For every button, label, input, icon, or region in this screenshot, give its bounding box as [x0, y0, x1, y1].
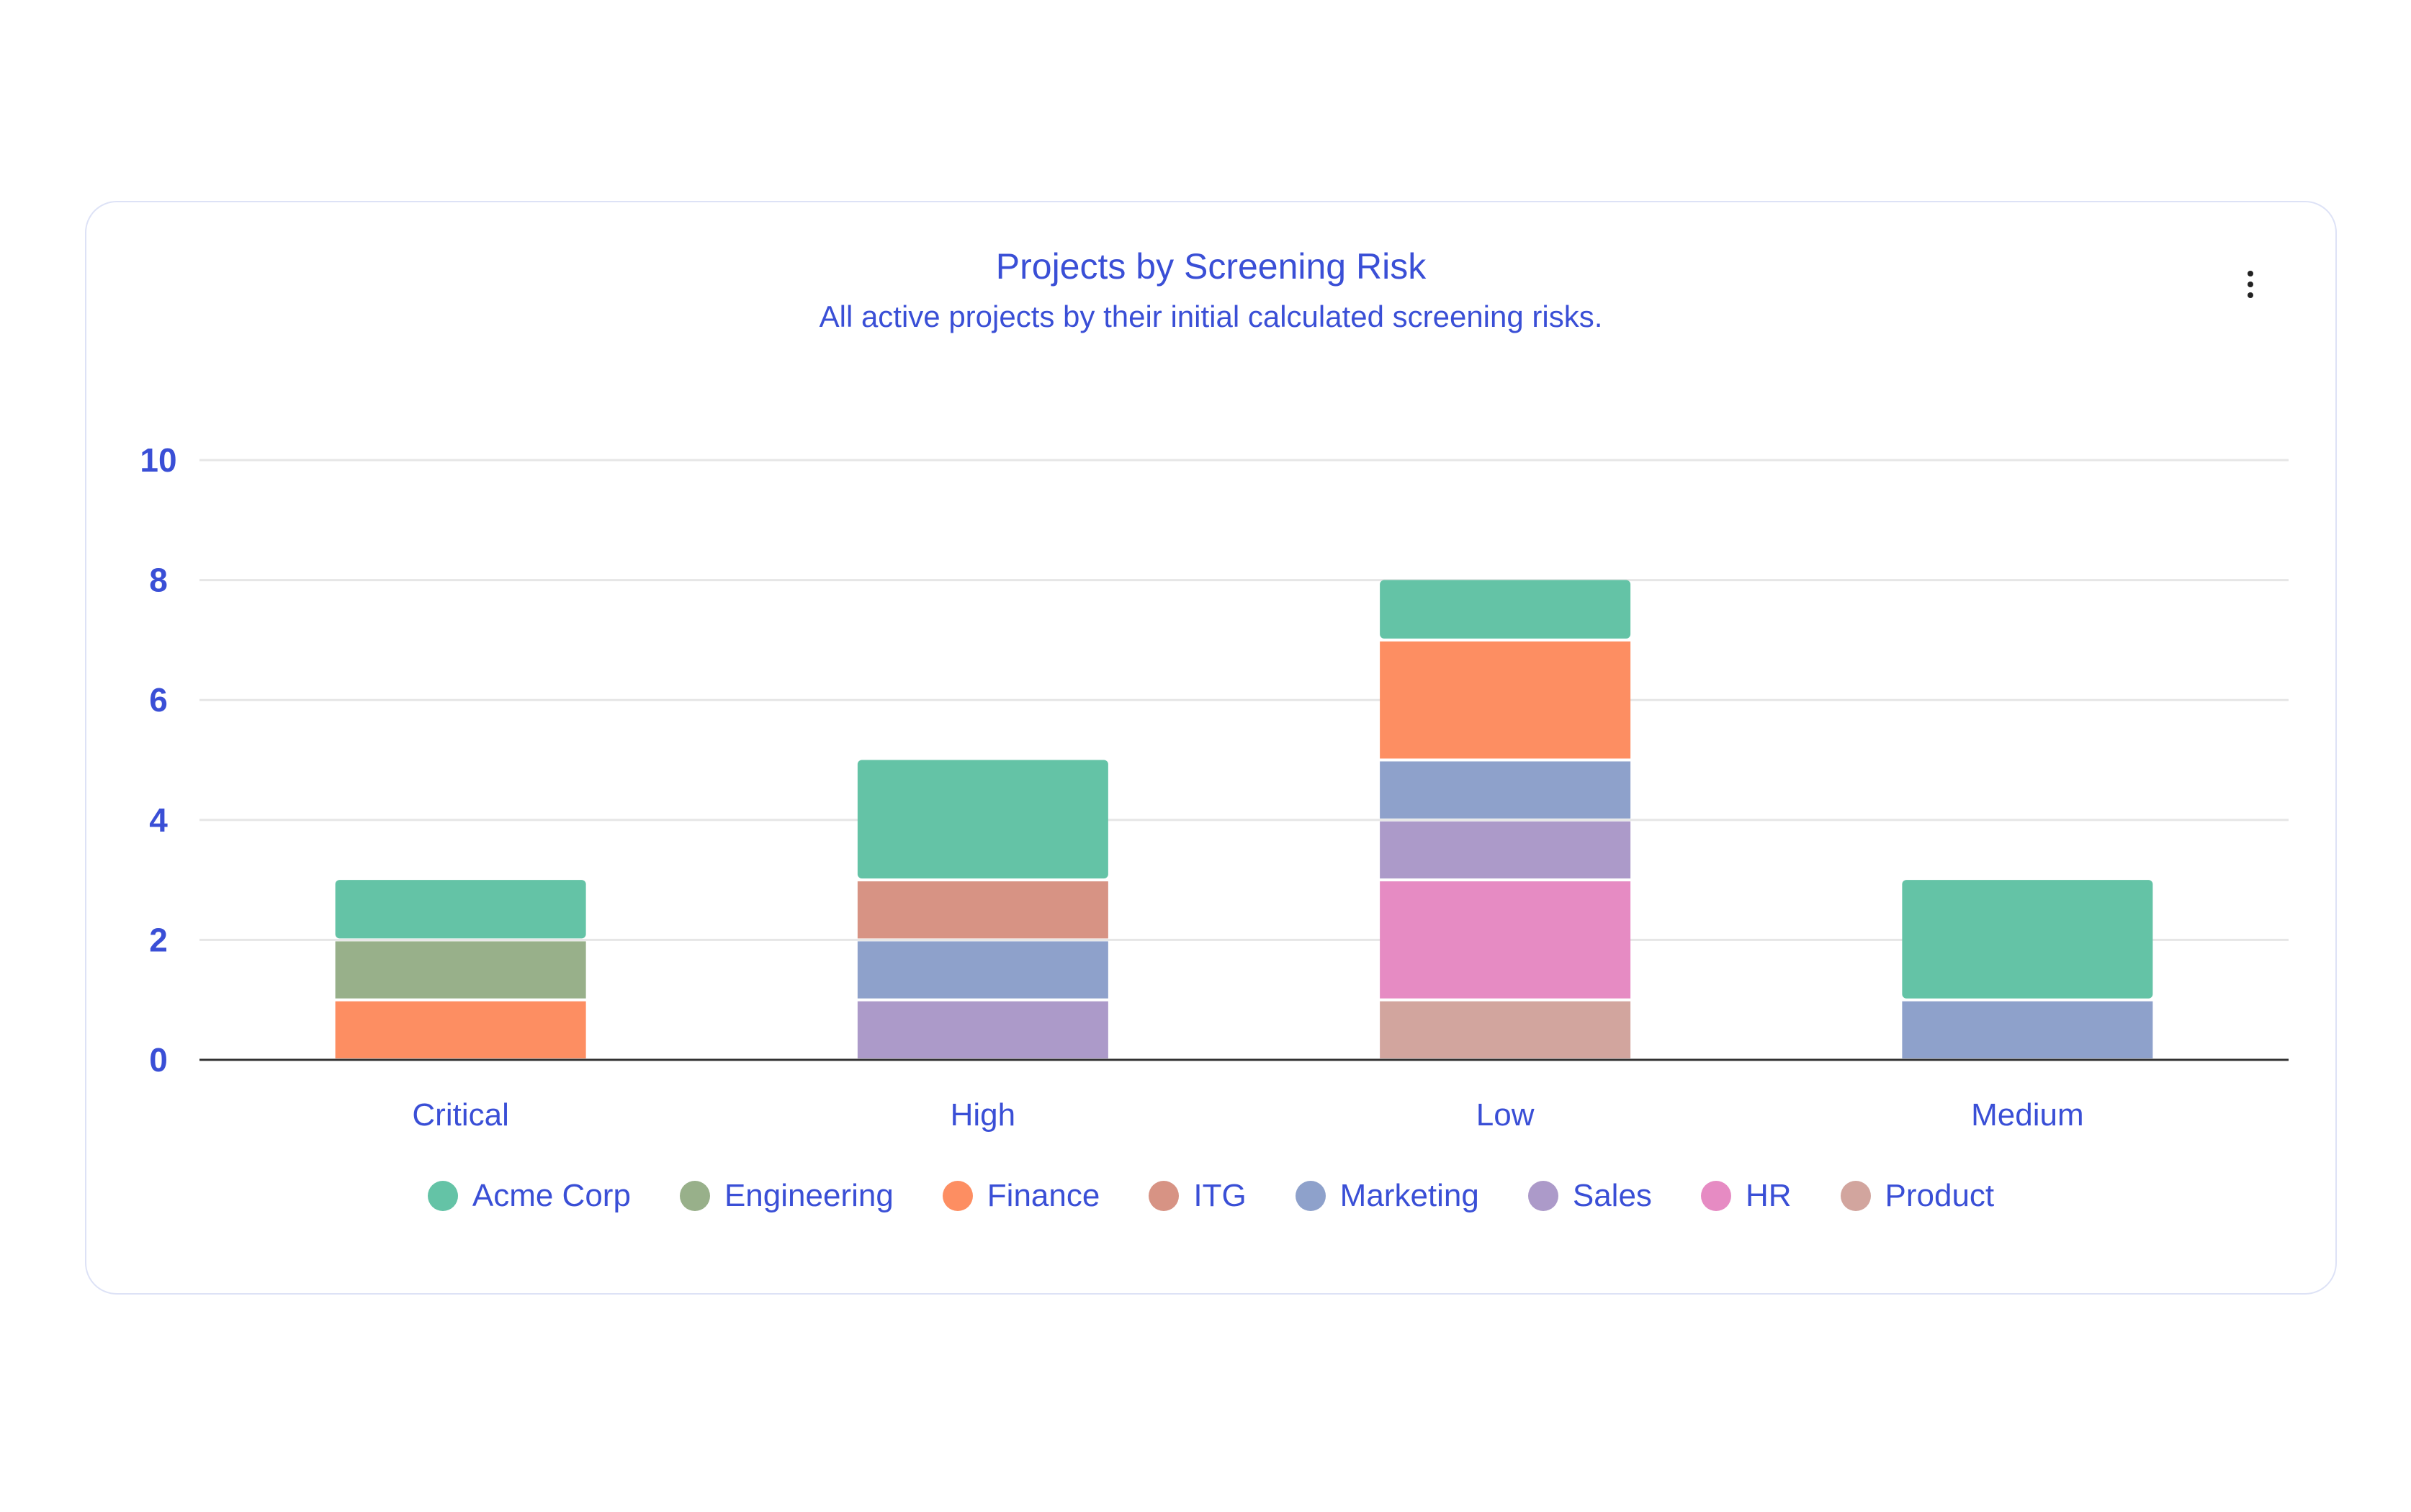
y-tick-label: 10	[140, 441, 176, 479]
legend-label: Product	[1885, 1178, 1995, 1213]
bar-segment-product[interactable]	[1380, 1001, 1631, 1058]
bar-segment-marketing[interactable]	[1380, 761, 1631, 819]
legend-label: Marketing	[1339, 1178, 1479, 1213]
legend-item[interactable]: Product	[1840, 1178, 1995, 1214]
chart-title: Projects by Screening Risk	[995, 246, 1427, 287]
legend-item[interactable]: Sales	[1527, 1178, 1652, 1214]
chart-card: Projects by Screening Risk All active pr…	[85, 201, 2337, 1295]
legend-label: Sales	[1572, 1178, 1652, 1213]
y-tick-label: 8	[149, 562, 168, 599]
legend-item[interactable]: Acme Corp	[427, 1178, 631, 1214]
bar-segment-acme-corp[interactable]	[857, 760, 1108, 879]
bar-segment-acme-corp[interactable]	[335, 880, 586, 939]
legend-item[interactable]: Engineering	[679, 1178, 894, 1214]
legend-label: ITG	[1193, 1178, 1247, 1213]
x-tick-label: High	[951, 1097, 1016, 1133]
legend-label: HR	[1745, 1178, 1792, 1213]
legend-dot-icon	[942, 1181, 973, 1211]
bar-segment-acme-corp[interactable]	[1902, 880, 2153, 999]
legend-item[interactable]: HR	[1700, 1178, 1792, 1214]
bar-segment-sales[interactable]	[1380, 821, 1631, 879]
bar-segment-engineering[interactable]	[335, 941, 586, 999]
y-tick-label: 0	[149, 1041, 168, 1079]
bar-segment-marketing[interactable]	[1902, 1001, 2153, 1058]
legend-dot-icon	[1700, 1181, 1731, 1211]
bar-segment-acme-corp[interactable]	[1380, 580, 1631, 639]
y-tick-label: 6	[149, 681, 168, 719]
legend-item[interactable]: Finance	[942, 1178, 1100, 1214]
bar-segment-marketing[interactable]	[857, 941, 1108, 999]
legend-dot-icon	[1527, 1181, 1558, 1211]
y-tick-label: 2	[149, 921, 168, 958]
legend-dot-icon	[679, 1181, 710, 1211]
legend-dot-icon	[1295, 1181, 1326, 1211]
legend-item[interactable]: ITG	[1149, 1178, 1247, 1214]
bar-segment-hr[interactable]	[1380, 881, 1631, 999]
more-vertical-icon[interactable]	[2240, 271, 2261, 307]
chart-subtitle: All active projects by their initial cal…	[819, 300, 1603, 333]
x-tick-label: Medium	[1971, 1097, 2084, 1133]
x-tick-label: Critical	[412, 1097, 508, 1133]
x-tick-label: Low	[1476, 1097, 1535, 1133]
chart-legend: Acme Corp Engineering Finance ITG Marketing S…	[86, 1178, 2335, 1214]
bar-segment-finance[interactable]	[335, 1001, 586, 1058]
legend-dot-icon	[1149, 1181, 1180, 1211]
bar-segment-sales[interactable]	[857, 1001, 1108, 1058]
legend-label: Finance	[987, 1178, 1100, 1213]
chart-plot: 0 2 4 6 8 10 Critical High Low Medium	[140, 441, 2289, 1133]
legend-label: Acme Corp	[472, 1178, 631, 1213]
bar-segment-finance[interactable]	[1380, 641, 1631, 759]
bar-segment-itg[interactable]	[857, 881, 1108, 939]
legend-dot-icon	[427, 1181, 458, 1211]
legend-dot-icon	[1840, 1181, 1871, 1211]
legend-label: Engineering	[724, 1178, 894, 1213]
legend-item[interactable]: Marketing	[1295, 1178, 1479, 1214]
y-tick-label: 4	[149, 801, 168, 839]
